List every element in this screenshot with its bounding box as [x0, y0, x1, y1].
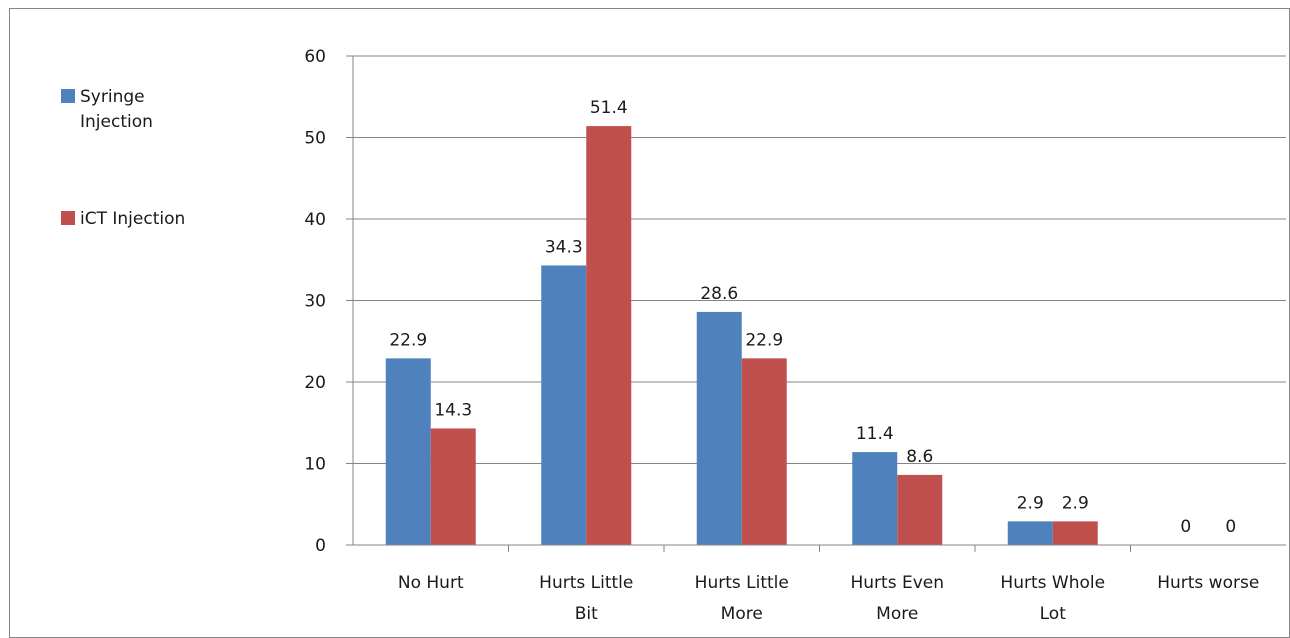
data-label: 11.4	[856, 424, 894, 444]
legend-item-syringe: Syringe Injection	[61, 85, 200, 135]
data-label: 34.3	[545, 237, 583, 257]
x-tick-label: More	[721, 604, 763, 624]
data-label: 0	[1180, 517, 1191, 537]
x-tick-label: Hurts worse	[1157, 573, 1259, 593]
bar-syringe	[1007, 521, 1053, 545]
data-label: 8.6	[906, 447, 933, 467]
x-tick-label: Hurts Even	[850, 573, 944, 593]
bar-syringe	[696, 311, 742, 545]
data-label: 28.6	[700, 284, 738, 304]
y-tick-label: 50	[304, 129, 326, 149]
y-tick-label: 30	[304, 292, 326, 312]
bar-ict	[1052, 521, 1098, 545]
y-tick-label: 0	[315, 536, 326, 556]
bar-syringe	[541, 265, 587, 545]
data-label: 22.9	[389, 330, 427, 350]
bar-ict	[897, 474, 943, 545]
y-tick-label: 10	[304, 455, 326, 475]
legend-label-syringe: Syringe Injection	[80, 87, 153, 132]
legend-item-ict: iCT Injection	[61, 207, 200, 232]
x-tick-label: Hurts Little	[695, 573, 789, 593]
bar-ict	[741, 358, 787, 545]
data-label: 0	[1225, 517, 1236, 537]
data-label: 14.3	[434, 400, 472, 420]
bar-ict	[586, 126, 632, 545]
x-tick-label: Hurts Whole	[1000, 573, 1105, 593]
bar-syringe	[852, 452, 898, 545]
x-tick-label: More	[876, 604, 918, 624]
bar-syringe	[385, 358, 431, 545]
legend-swatch-ict	[61, 211, 75, 225]
y-tick-label: 60	[304, 47, 326, 67]
x-tick-label: No Hurt	[398, 573, 464, 593]
x-tick-label: Hurts Little	[539, 573, 633, 593]
bars	[385, 126, 1098, 545]
x-tick-label: Bit	[575, 604, 598, 624]
bar-ict	[430, 428, 476, 545]
y-tick-label: 20	[304, 373, 326, 393]
legend-swatch-syringe	[61, 89, 75, 103]
axes	[346, 55, 1286, 552]
data-label: 2.9	[1017, 493, 1044, 513]
data-label: 51.4	[590, 98, 628, 118]
legend-label-ict: iCT Injection	[80, 209, 186, 229]
data-label: 2.9	[1062, 493, 1089, 513]
y-tick-label: 40	[304, 210, 326, 230]
gridlines	[353, 55, 1286, 464]
x-tick-label: Lot	[1040, 604, 1067, 624]
labels: 0 10 20 30 40 50 60 22.9 34.3 28.6 11.4 2.9 0 14.3 51.…	[304, 47, 1259, 624]
data-label: 22.9	[745, 330, 783, 350]
